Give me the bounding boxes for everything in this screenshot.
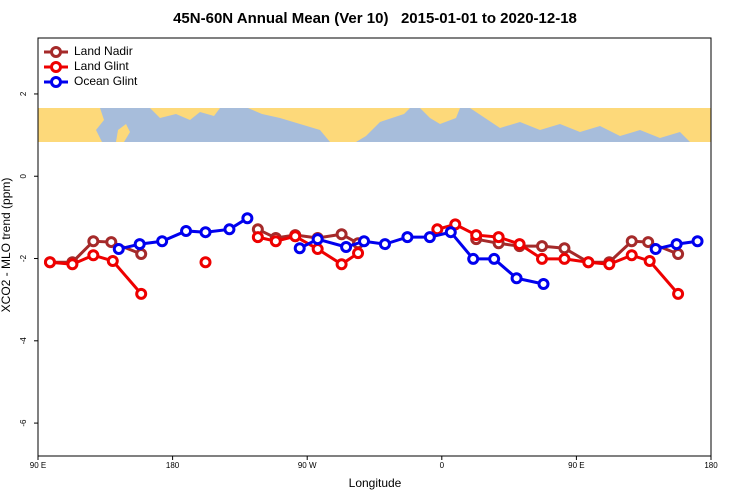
data-point [378,238,391,251]
data-point [311,243,324,256]
data-point [87,249,100,262]
data-point [670,238,683,251]
data-point [513,238,526,251]
data-point [358,235,371,248]
plot-frame [37,37,712,457]
data-point [199,256,212,269]
chart-title: 45N-60N Annual Mean (Ver 10) 2015-01-01 … [173,10,577,27]
legend-label: Ocean Glint [74,74,138,88]
data-point [558,242,571,255]
y-tick-label: 0 [19,173,28,178]
data-point [488,252,501,265]
y-tick-label: -2 [19,254,28,262]
data-point [492,231,505,244]
data-point [401,231,414,244]
data-point [642,236,655,249]
data-point [536,240,549,253]
x-tick-label: 180 [704,461,718,470]
data-point [691,235,704,248]
map-strip [38,108,711,142]
data-point [335,228,348,241]
data-point [603,258,616,271]
data-point [444,226,457,239]
x-tick-label: 90 E [30,461,46,470]
data-point [649,243,662,256]
data-point [672,247,685,260]
data-point [269,235,282,248]
data-point [467,252,480,265]
x-axis-label: Longitude [349,476,402,490]
y-tick-label: 2 [19,91,28,96]
data-point [106,254,119,267]
data-point [156,235,169,248]
data-point [431,223,444,236]
data-point [536,252,549,265]
y-tick-label: -4 [19,337,28,345]
legend-marker [50,61,62,73]
data-point [199,226,212,239]
data-point [135,247,148,260]
data-point [558,252,571,265]
data-point [625,235,638,248]
data-point [87,235,100,248]
x-tick-label: 90 E [568,461,584,470]
data-point [241,212,254,225]
data-point [289,230,302,243]
data-point [105,236,118,249]
y-axis-label: XCO2 - MLO trend (ppm) [0,178,13,313]
legend-marker [50,76,62,88]
legend-marker [50,46,62,58]
data-point [510,272,523,285]
data-point [293,242,306,255]
data-point [352,247,365,260]
data-point [133,238,146,251]
data-point [180,224,193,237]
data-point [582,256,595,269]
x-tick-label: 0 [440,461,445,470]
data-point [537,278,550,291]
legend-label: Land Nadir [74,44,133,58]
data-point [423,231,436,244]
x-tick-label: 90 W [298,461,317,470]
data-point [251,231,264,244]
data-point [43,256,56,269]
data-point [672,287,685,300]
data-point [340,241,353,253]
data-point [223,223,236,236]
data-point [335,258,348,271]
data-point [470,229,483,242]
y-tick-label: -6 [19,419,28,427]
data-point [135,287,148,300]
data-point [311,233,324,246]
legend-label: Land Glint [74,59,129,73]
data-point [112,243,125,256]
data-point [643,254,656,267]
x-tick-label: 180 [166,461,180,470]
data-point [625,249,638,262]
data-point [66,258,79,271]
